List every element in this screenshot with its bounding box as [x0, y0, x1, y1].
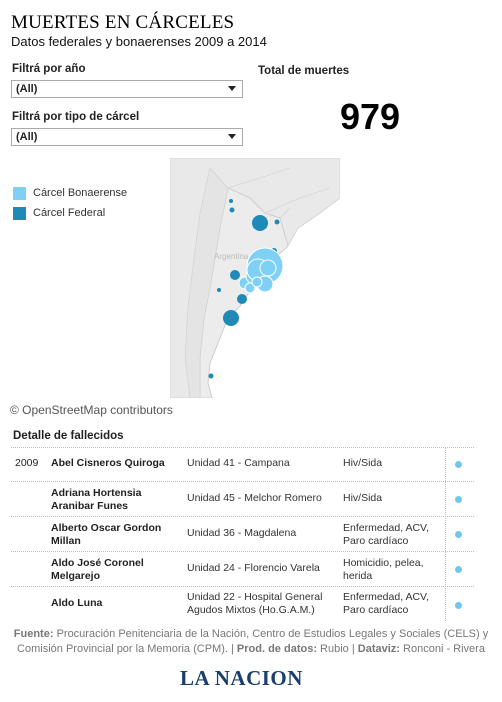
row-name: Aldo José Coronel Melgarejo	[51, 557, 144, 582]
prison-type-filter-select[interactable]: (All)	[11, 128, 243, 146]
row-unit: Unidad 45 - Melchor Romero	[187, 492, 322, 504]
map-marker-federal[interactable]	[229, 199, 233, 203]
table-row[interactable]: Alberto Oscar Gordon Millan Unidad 36 - …	[11, 516, 474, 552]
legend-label-federal[interactable]: Cárcel Federal	[33, 207, 106, 219]
map-marker-federal[interactable]	[229, 207, 235, 213]
row-cause: Enfermedad, ACV, Paro cardíaco	[343, 591, 429, 616]
map-marker-federal[interactable]	[223, 310, 239, 326]
map-marker-federal[interactable]	[208, 373, 214, 379]
map-marker-bonaerense[interactable]	[251, 276, 263, 288]
map-marker-federal[interactable]	[217, 288, 221, 292]
map-marker-federal[interactable]	[237, 294, 247, 304]
page-subtitle: Datos federales y bonaerenses 2009 a 201…	[11, 34, 267, 49]
map-marker-bonaerense[interactable]	[259, 259, 277, 277]
row-name: Adriana Hortensia Aranibar Funes	[51, 487, 142, 512]
row-marker-dot[interactable]	[455, 566, 462, 573]
row-name: Abel Cisneros Quiroga	[51, 457, 165, 469]
map-marker-bonaerense[interactable]	[244, 282, 256, 294]
row-name: Aldo Luna	[51, 597, 103, 609]
map-marker-federal[interactable]	[274, 219, 280, 225]
source-prod-label: Prod. de datos:	[236, 643, 317, 655]
map-border-lines	[227, 167, 331, 219]
source-dataviz-text: Ronconi - Rivera	[403, 643, 485, 655]
prison-type-filter-label: Filtrá por tipo de cárcel	[12, 111, 140, 123]
row-name: Alberto Oscar Gordon Millan	[51, 522, 162, 547]
total-deaths-label: Total de muertes	[258, 65, 350, 77]
row-unit: Unidad 41 - Campana	[187, 457, 290, 469]
source-fuente-label: Fuente:	[13, 628, 54, 640]
year-filter-value: (All)	[16, 83, 38, 95]
source-prod-text: Rubio	[320, 643, 349, 655]
year-filter-label: Filtrá por año	[12, 63, 86, 75]
row-year: 2009	[15, 457, 39, 469]
chevron-down-icon	[228, 134, 236, 139]
row-unit: Unidad 36 - Magdalena	[187, 527, 297, 539]
table-row[interactable]: Aldo José Coronel Melgarejo Unidad 24 - …	[11, 551, 474, 587]
map-marker-federal[interactable]	[252, 215, 268, 231]
row-marker-dot[interactable]	[455, 602, 462, 609]
legend-swatch-federal	[13, 207, 26, 220]
map-chile	[184, 167, 229, 398]
row-marker-dot[interactable]	[455, 531, 462, 538]
row-marker-dot[interactable]	[455, 496, 462, 503]
page-title: MUERTES EN CÁRCELES	[11, 12, 235, 33]
table-row[interactable]: Adriana Hortensia Aranibar Funes Unidad …	[11, 481, 474, 517]
table-column-divider	[445, 447, 446, 621]
chevron-down-icon	[228, 86, 236, 91]
source-dataviz-label: Dataviz:	[357, 643, 400, 655]
map-attribution[interactable]: © OpenStreetMap contributors	[10, 403, 173, 417]
legend-label-bonaerense[interactable]: Cárcel Bonaerense	[33, 187, 128, 199]
row-marker-dot[interactable]	[455, 461, 462, 468]
source-credits: Fuente: Procuración Penitenciaria de la …	[13, 628, 489, 655]
row-cause: Hiv/Sida	[343, 492, 383, 504]
year-filter-select[interactable]: (All)	[11, 80, 243, 98]
map-country-label: Argentina	[214, 252, 249, 261]
la-nacion-logo[interactable]: LA NACION	[180, 666, 303, 690]
map[interactable]: Argentina	[170, 158, 340, 398]
row-cause: Enfermedad, ACV, Paro cardíaco	[343, 522, 429, 547]
map-marker-federal[interactable]	[230, 270, 240, 280]
row-unit: Unidad 22 - Hospital General Agudos Mixt…	[187, 591, 323, 616]
row-cause: Homicidio, pelea, herida	[343, 557, 424, 582]
prison-type-filter-value: (All)	[16, 131, 38, 143]
total-deaths-value: 979	[340, 96, 401, 137]
row-unit: Unidad 24 - Florencio Varela	[187, 562, 320, 574]
row-cause: Hiv/Sida	[343, 457, 383, 469]
map-markers[interactable]	[208, 199, 284, 379]
legend-swatch-bonaerense	[13, 187, 26, 200]
source-fuente-text: Procuración Penitenciaria de la Nación, …	[17, 628, 489, 655]
detail-heading: Detalle de fallecidos	[13, 430, 124, 442]
table-row[interactable]: Aldo Luna Unidad 22 - Hospital General A…	[11, 586, 474, 622]
table-row[interactable]: 2009 Abel Cisneros Quiroga Unidad 41 - C…	[11, 447, 474, 482]
